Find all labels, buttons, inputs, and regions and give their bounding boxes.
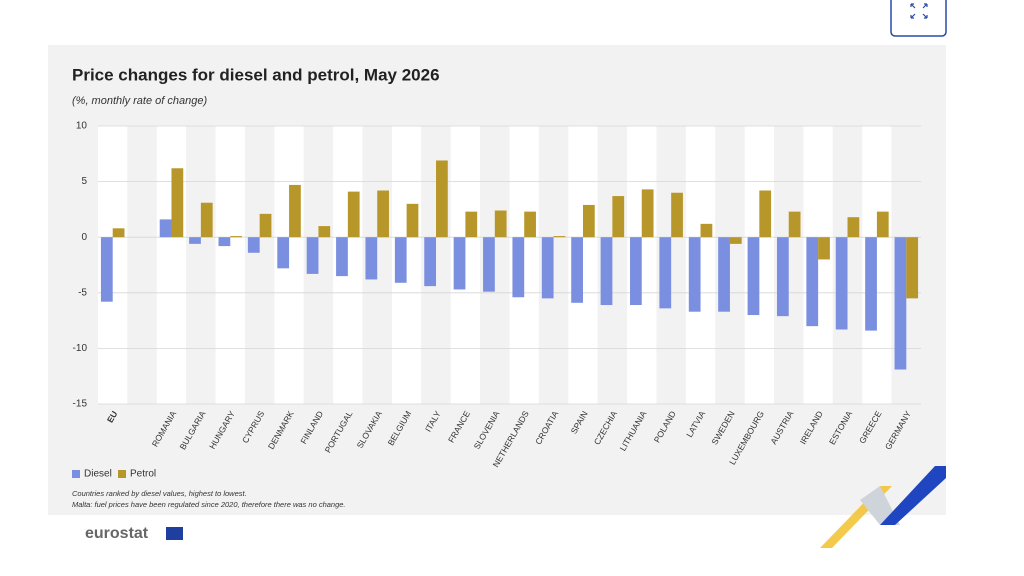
bar bbox=[277, 237, 290, 269]
bar bbox=[894, 237, 907, 370]
bar bbox=[483, 237, 495, 292]
bar bbox=[453, 237, 466, 290]
bar bbox=[377, 190, 389, 238]
bar bbox=[171, 168, 184, 238]
legend-label: Diesel bbox=[84, 469, 112, 480]
expand-button[interactable] bbox=[890, 0, 947, 37]
column-band bbox=[186, 126, 216, 404]
bar bbox=[230, 236, 243, 238]
bar bbox=[159, 219, 172, 238]
bar bbox=[688, 237, 701, 312]
bar bbox=[406, 203, 419, 238]
logo: eurostat bbox=[85, 525, 149, 542]
bar bbox=[112, 228, 125, 238]
legend-swatch bbox=[72, 470, 80, 478]
bar bbox=[847, 217, 860, 238]
bar bbox=[259, 213, 272, 238]
bar bbox=[835, 237, 848, 330]
chart-subtitle: (%, monthly rate of change) bbox=[72, 95, 207, 107]
bar bbox=[776, 237, 789, 317]
column-band bbox=[127, 126, 157, 404]
bar bbox=[876, 211, 889, 238]
bar bbox=[318, 226, 331, 238]
bar bbox=[394, 237, 407, 283]
bar bbox=[306, 237, 319, 274]
bar bbox=[788, 211, 801, 238]
column-band bbox=[215, 126, 245, 404]
bar bbox=[365, 237, 378, 280]
bar bbox=[100, 237, 113, 302]
column-band bbox=[244, 126, 275, 404]
bar bbox=[247, 237, 260, 253]
note: Malta: fuel prices have been regulated s… bbox=[72, 500, 346, 509]
bar bbox=[200, 202, 213, 238]
bar bbox=[512, 237, 525, 298]
y-tick-label: -5 bbox=[78, 287, 87, 298]
bar bbox=[718, 237, 730, 312]
bar bbox=[289, 184, 301, 238]
bar bbox=[747, 237, 760, 316]
chart-title: Price changes for diesel and petrol, May… bbox=[72, 65, 440, 84]
bar bbox=[336, 237, 348, 277]
column-band bbox=[156, 126, 187, 404]
y-tick-label: 5 bbox=[81, 176, 87, 187]
bar bbox=[218, 237, 231, 247]
bar bbox=[347, 191, 360, 238]
bar bbox=[700, 223, 713, 238]
expand-icon bbox=[910, 3, 928, 19]
bar bbox=[671, 192, 683, 238]
bar bbox=[729, 237, 742, 244]
bar bbox=[436, 160, 448, 238]
bar bbox=[659, 237, 672, 309]
bar bbox=[641, 189, 654, 238]
bar bbox=[541, 237, 554, 299]
bar bbox=[600, 237, 613, 306]
swoosh bbox=[880, 466, 946, 525]
bar bbox=[189, 237, 201, 244]
bar bbox=[494, 210, 507, 238]
legend-label: Petrol bbox=[130, 469, 156, 480]
bar bbox=[612, 196, 625, 238]
bar bbox=[759, 190, 772, 238]
eu-flag bbox=[166, 527, 183, 540]
bar bbox=[524, 211, 536, 238]
bar bbox=[424, 237, 437, 287]
bar bbox=[865, 237, 877, 331]
note: Countries ranked by diesel values, highe… bbox=[72, 489, 247, 498]
legend-swatch bbox=[118, 470, 126, 478]
y-tick-label: -10 bbox=[73, 343, 88, 354]
bar bbox=[582, 204, 595, 238]
bar bbox=[630, 237, 642, 306]
bar bbox=[906, 237, 919, 299]
y-tick-label: 10 bbox=[76, 121, 88, 132]
bar bbox=[818, 237, 830, 260]
bar bbox=[553, 236, 566, 238]
bar bbox=[465, 211, 478, 238]
y-tick-label: 0 bbox=[81, 232, 87, 243]
y-tick-label: -15 bbox=[73, 399, 88, 410]
bar bbox=[571, 237, 583, 303]
bar bbox=[806, 237, 819, 327]
